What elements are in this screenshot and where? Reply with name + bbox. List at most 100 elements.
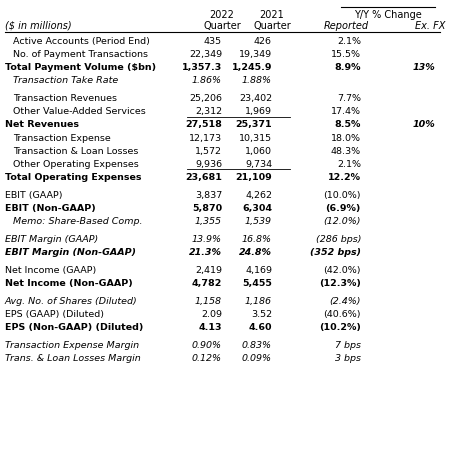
Text: Total Operating Expenses: Total Operating Expenses	[5, 173, 141, 181]
Text: 9,936: 9,936	[195, 160, 222, 169]
Text: 4.13: 4.13	[198, 322, 222, 332]
Text: 5,455: 5,455	[242, 278, 272, 288]
Text: 10%: 10%	[412, 120, 435, 129]
Text: 7 bps: 7 bps	[335, 340, 361, 349]
Text: 2.1%: 2.1%	[337, 37, 361, 45]
Text: Transaction & Loan Losses: Transaction & Loan Losses	[13, 146, 138, 156]
Text: No. of Payment Transactions: No. of Payment Transactions	[13, 50, 148, 59]
Text: (40.6%): (40.6%)	[323, 309, 361, 318]
Text: 2.1%: 2.1%	[337, 160, 361, 169]
Text: (10.0%): (10.0%)	[323, 190, 361, 200]
Text: Ex. FX: Ex. FX	[415, 21, 445, 31]
Text: 2.09: 2.09	[201, 309, 222, 318]
Text: (12.3%): (12.3%)	[319, 278, 361, 288]
Text: (42.0%): (42.0%)	[323, 265, 361, 274]
Text: EBIT (GAAP): EBIT (GAAP)	[5, 190, 62, 200]
Text: 48.3%: 48.3%	[331, 146, 361, 156]
Text: (2.4%): (2.4%)	[330, 296, 361, 305]
Text: 24.8%: 24.8%	[239, 248, 272, 257]
Text: Net Income (GAAP): Net Income (GAAP)	[5, 265, 96, 274]
Text: 25,371: 25,371	[235, 120, 272, 129]
Text: EBIT (Non-GAAP): EBIT (Non-GAAP)	[5, 204, 96, 213]
Text: 1,969: 1,969	[245, 107, 272, 116]
Text: Total Payment Volume ($bn): Total Payment Volume ($bn)	[5, 63, 156, 72]
Text: 0.83%: 0.83%	[242, 340, 272, 349]
Text: Y/Y % Change: Y/Y % Change	[354, 10, 422, 20]
Text: 1.88%: 1.88%	[242, 76, 272, 85]
Text: 21.3%: 21.3%	[189, 248, 222, 257]
Text: 1,357.3: 1,357.3	[182, 63, 222, 72]
Text: 12.2%: 12.2%	[328, 173, 361, 181]
Text: (352 bps): (352 bps)	[310, 248, 361, 257]
Text: 1,355: 1,355	[195, 217, 222, 226]
Text: 426: 426	[254, 37, 272, 45]
Text: 23,681: 23,681	[185, 173, 222, 181]
Text: 19,349: 19,349	[239, 50, 272, 59]
Text: 23,402: 23,402	[239, 94, 272, 103]
Text: Transaction Revenues: Transaction Revenues	[13, 94, 117, 103]
Text: Active Accounts (Period End): Active Accounts (Period End)	[13, 37, 150, 45]
Text: 17.4%: 17.4%	[331, 107, 361, 116]
Text: 12,173: 12,173	[189, 133, 222, 142]
Text: Quarter: Quarter	[253, 21, 291, 31]
Text: Other Operating Expenses: Other Operating Expenses	[13, 160, 139, 169]
Text: 7.7%: 7.7%	[337, 94, 361, 103]
Text: 1,539: 1,539	[245, 217, 272, 226]
Text: 22,349: 22,349	[189, 50, 222, 59]
Text: 0.09%: 0.09%	[242, 353, 272, 362]
Text: 1,245.9: 1,245.9	[232, 63, 272, 72]
Text: 435: 435	[204, 37, 222, 45]
Text: Transaction Expense Margin: Transaction Expense Margin	[5, 340, 139, 349]
Text: Avg. No. of Shares (Diluted): Avg. No. of Shares (Diluted)	[5, 296, 138, 305]
Text: 25,206: 25,206	[189, 94, 222, 103]
Text: 2,312: 2,312	[195, 107, 222, 116]
Text: (10.2%): (10.2%)	[319, 322, 361, 332]
Text: 3.52: 3.52	[251, 309, 272, 318]
Text: EPS (Non-GAAP) (Diluted): EPS (Non-GAAP) (Diluted)	[5, 322, 143, 332]
Text: ($ in millions): ($ in millions)	[5, 21, 72, 31]
Text: Net Revenues: Net Revenues	[5, 120, 79, 129]
Text: 8.9%: 8.9%	[335, 63, 361, 72]
Text: 3 bps: 3 bps	[335, 353, 361, 362]
Text: 4,262: 4,262	[245, 190, 272, 200]
Text: 16.8%: 16.8%	[242, 234, 272, 244]
Text: Transaction Take Rate: Transaction Take Rate	[13, 76, 118, 85]
Text: 13.9%: 13.9%	[192, 234, 222, 244]
Text: 4,782: 4,782	[192, 278, 222, 288]
Text: 3,837: 3,837	[195, 190, 222, 200]
Text: 4.60: 4.60	[248, 322, 272, 332]
Text: 1,572: 1,572	[195, 146, 222, 156]
Text: Other Value-Added Services: Other Value-Added Services	[13, 107, 146, 116]
Text: EPS (GAAP) (Diluted): EPS (GAAP) (Diluted)	[5, 309, 104, 318]
Text: Net Income (Non-GAAP): Net Income (Non-GAAP)	[5, 278, 133, 288]
Text: 1,158: 1,158	[195, 296, 222, 305]
Text: Memo: Share-Based Comp.: Memo: Share-Based Comp.	[13, 217, 142, 226]
Text: 13%: 13%	[412, 63, 435, 72]
Text: (286 bps): (286 bps)	[316, 234, 361, 244]
Text: Reported: Reported	[323, 21, 369, 31]
Text: Quarter: Quarter	[203, 21, 241, 31]
Text: 5,870: 5,870	[192, 204, 222, 213]
Text: Transaction Expense: Transaction Expense	[13, 133, 111, 142]
Text: 2022: 2022	[210, 10, 234, 20]
Text: (6.9%): (6.9%)	[326, 204, 361, 213]
Text: EBIT Margin (Non-GAAP): EBIT Margin (Non-GAAP)	[5, 248, 136, 257]
Text: 8.5%: 8.5%	[335, 120, 361, 129]
Text: 1,186: 1,186	[245, 296, 272, 305]
Text: EBIT Margin (GAAP): EBIT Margin (GAAP)	[5, 234, 98, 244]
Text: 0.12%: 0.12%	[192, 353, 222, 362]
Text: 15.5%: 15.5%	[331, 50, 361, 59]
Text: 18.0%: 18.0%	[331, 133, 361, 142]
Text: Trans. & Loan Losses Margin: Trans. & Loan Losses Margin	[5, 353, 141, 362]
Text: 0.90%: 0.90%	[192, 340, 222, 349]
Text: (12.0%): (12.0%)	[323, 217, 361, 226]
Text: 4,169: 4,169	[245, 265, 272, 274]
Text: 1,060: 1,060	[245, 146, 272, 156]
Text: 9,734: 9,734	[245, 160, 272, 169]
Text: 10,315: 10,315	[239, 133, 272, 142]
Text: 27,518: 27,518	[185, 120, 222, 129]
Text: 2021: 2021	[260, 10, 284, 20]
Text: 1.86%: 1.86%	[192, 76, 222, 85]
Text: 21,109: 21,109	[235, 173, 272, 181]
Text: 6,304: 6,304	[242, 204, 272, 213]
